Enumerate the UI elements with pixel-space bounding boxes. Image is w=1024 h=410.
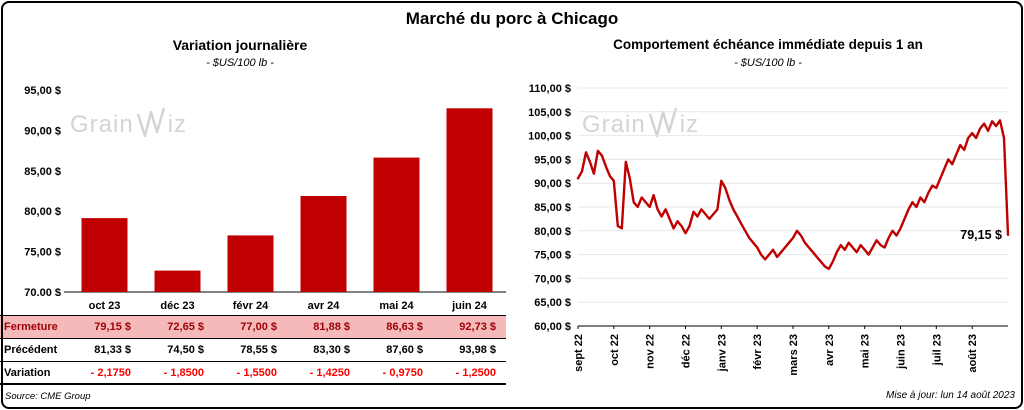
svg-text:95,00 $: 95,00 $ [534, 154, 571, 166]
value-cell: 79,15 $ [94, 321, 131, 333]
svg-text:110,00 $: 110,00 $ [529, 83, 571, 95]
svg-text:70,00 $: 70,00 $ [24, 287, 61, 296]
svg-text:août 23: août 23 [967, 334, 979, 373]
price-table-body: Fermeture 79,15 $ 72,65 $ 77,00 $ 81,88 $ 86,… [0, 316, 506, 385]
value-cell: 92,73 $ [459, 321, 496, 333]
svg-text:mars 23: mars 23 [788, 334, 800, 376]
category-label: oct 23 [88, 299, 121, 312]
value-cell: 78,55 $ [240, 344, 277, 356]
svg-text:60,00 $: 60,00 $ [534, 321, 571, 333]
value-cell: - 2,1750 [90, 366, 131, 379]
price-table: oct 23 déc 23 févr 24 avr 24 mai 24 juin 24 F… [0, 296, 506, 385]
watermark-text: iz [167, 111, 188, 138]
grainwiz-watermark: Grain iz [582, 106, 699, 139]
svg-text:79,15 $: 79,15 $ [960, 228, 1002, 242]
svg-text:oct 22: oct 22 [609, 334, 621, 366]
daily-variation-panel: Variation journalière - $US/100 lb - Gra… [0, 37, 506, 402]
svg-text:janv 23: janv 23 [716, 334, 728, 372]
category-label: avr 24 [307, 299, 340, 312]
svg-text:sept 22: sept 22 [573, 334, 585, 372]
line-chart: 60,00 $ 65,00 $ 70,00 $ 75,00 $ 80,00 $ 85,00… [528, 83, 1010, 376]
value-cell: 74,50 $ [167, 344, 204, 356]
value-cell: - 0,9750 [382, 366, 423, 379]
value-cell: 81,33 $ [94, 344, 131, 356]
page-title: Marché du porc à Chicago [405, 9, 619, 28]
line-chart-subtitle: - $US/100 lb - [734, 57, 802, 69]
svg-text:70,00 $: 70,00 $ [534, 273, 571, 285]
bar-chart-title: Variation journalière [172, 37, 308, 53]
value-cell: - 1,4250 [309, 366, 350, 379]
value-cell: 81,88 $ [313, 321, 350, 333]
svg-text:85,00 $: 85,00 $ [534, 202, 571, 214]
svg-text:avr 23: avr 23 [824, 334, 836, 366]
update-note: Mise à jour: lun 14 août 2023 [886, 390, 1015, 401]
grainwiz-watermark: Grain iz [70, 106, 187, 139]
watermark-text: Grain [70, 111, 134, 138]
category-label: déc 23 [160, 299, 195, 312]
category-label: févr 24 [232, 299, 269, 312]
row-label: Précédent [4, 344, 58, 356]
value-cell: 86,63 $ [386, 321, 423, 333]
value-cell: 93,98 $ [459, 344, 496, 356]
svg-text:85,00 $: 85,00 $ [24, 166, 61, 178]
watermark-text: iz [679, 111, 700, 138]
svg-text:nov 22: nov 22 [645, 334, 657, 369]
value-cell: - 1,2500 [455, 366, 496, 379]
svg-text:juin 23: juin 23 [896, 334, 908, 370]
bar-chart: 70,00 $ 75,00 $ 80,00 $ 85,00 $ 90,00 $ 95,00… [24, 85, 506, 296]
value-cell: 87,60 $ [386, 344, 423, 356]
table-row-fermeture: Fermeture 79,15 $ 72,65 $ 77,00 $ 81,88 $ 86,… [0, 316, 506, 339]
category-label: mai 24 [379, 299, 414, 312]
row-label: Fermeture [4, 321, 58, 333]
svg-text:75,00 $: 75,00 $ [24, 247, 61, 259]
source-note: Source: CME Group [5, 391, 91, 402]
svg-text:100,00 $: 100,00 $ [528, 131, 571, 143]
svg-text:90,00 $: 90,00 $ [534, 178, 571, 190]
value-cell: 72,65 $ [167, 321, 204, 333]
svg-text:80,00 $: 80,00 $ [534, 226, 571, 238]
bar-chart-subtitle: - $US/100 lb - [206, 57, 274, 69]
line-chart-title: Comportement échéance immédiate depuis 1… [613, 37, 923, 52]
zigzag-w-icon [136, 107, 165, 138]
svg-text:juil 23: juil 23 [931, 334, 943, 366]
svg-text:90,00 $: 90,00 $ [24, 125, 61, 137]
svg-text:févr 23: févr 23 [752, 334, 764, 369]
svg-text:80,00 $: 80,00 $ [24, 206, 61, 218]
row-label: Variation [4, 366, 51, 379]
value-cell: - 1,5500 [236, 366, 277, 379]
table-row-precedent: Précédent 81,33 $ 74,50 $ 78,55 $ 83,30 $ 87,… [0, 339, 506, 362]
table-row-variation: Variation - 2,1750 - 1,8500 - 1,5500 - 1,425… [0, 362, 506, 385]
svg-text:75,00 $: 75,00 $ [534, 250, 571, 262]
svg-text:déc 22: déc 22 [681, 334, 693, 368]
front-month-panel: Comportement échéance immédiate depuis 1… [512, 0, 1024, 410]
category-header-row: oct 23 déc 23 févr 24 avr 24 mai 24 juin 24 [0, 296, 506, 316]
category-label: juin 24 [452, 299, 487, 312]
svg-text:65,00 $: 65,00 $ [534, 297, 571, 309]
value-cell: 77,00 $ [240, 321, 277, 333]
value-cell: - 1,8500 [163, 366, 204, 379]
svg-text:105,00 $: 105,00 $ [528, 107, 571, 119]
value-cell: 83,30 $ [313, 344, 350, 356]
svg-text:95,00 $: 95,00 $ [24, 85, 61, 97]
svg-text:mai 23: mai 23 [860, 334, 872, 368]
watermark-text: Grain [582, 111, 646, 138]
